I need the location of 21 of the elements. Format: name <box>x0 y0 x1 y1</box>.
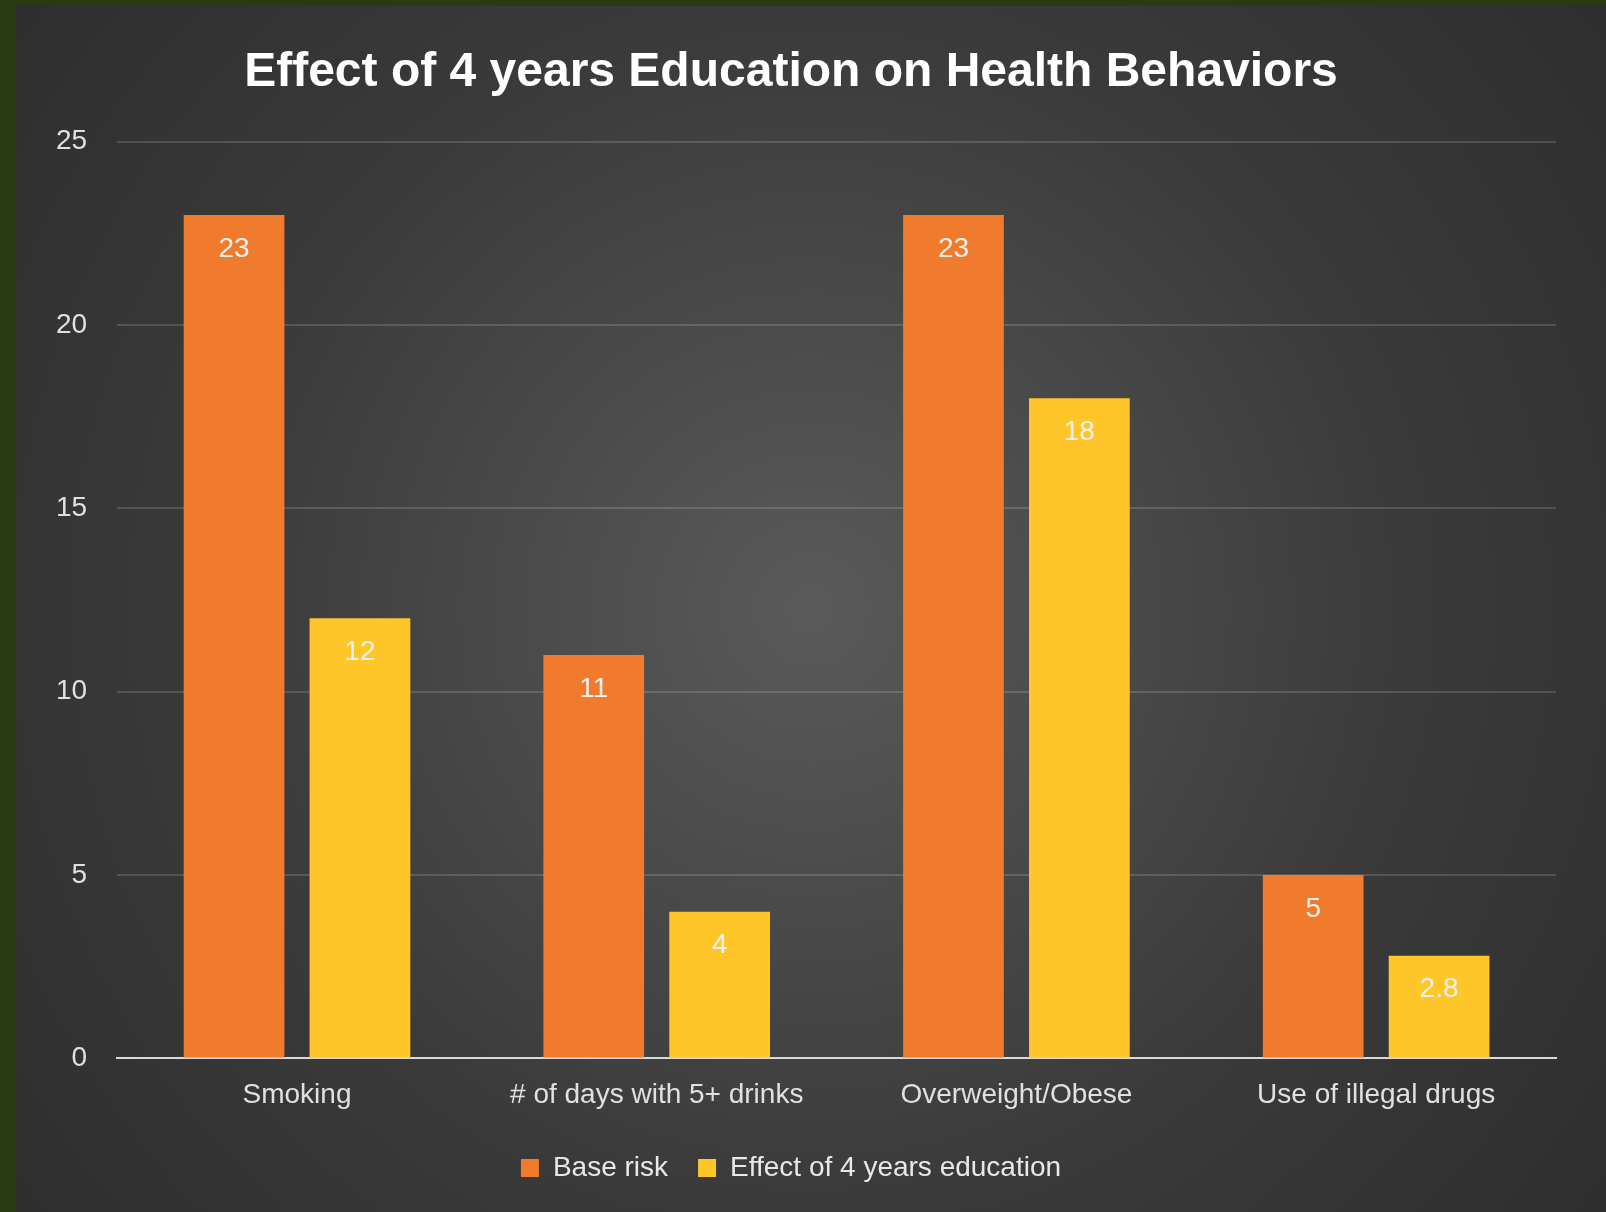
data-label: 11 <box>579 671 609 703</box>
y-tick-label: 0 <box>71 1041 88 1073</box>
data-label: 23 <box>937 231 970 263</box>
x-tick-label: Overweight/Obese <box>900 1077 1133 1109</box>
x-tick-label: Smoking <box>242 1077 352 1109</box>
y-tick-label: 20 <box>55 307 88 339</box>
data-label: 2.8 <box>1419 972 1459 1004</box>
data-label: 4 <box>711 928 728 960</box>
data-label: 23 <box>218 231 250 263</box>
x-tick-label: Use of illegal drugs <box>1257 1077 1496 1109</box>
x-tick-label: # of days with 5+ drinks <box>510 1077 804 1109</box>
legend-label: Effect of 4 years education <box>730 1150 1062 1182</box>
data-label: 5 <box>1305 891 1321 923</box>
y-tick-label: 5 <box>71 857 88 889</box>
y-tick-label: 15 <box>55 491 88 523</box>
legend-label: Base risk <box>552 1150 670 1182</box>
data-label: 12 <box>344 635 376 667</box>
y-tick-label: 25 <box>55 124 88 156</box>
chart-title: Effect of 4 years Education on Health Behaviors <box>244 43 1338 97</box>
y-tick-label: 10 <box>55 674 88 706</box>
data-label: 18 <box>1063 415 1095 447</box>
